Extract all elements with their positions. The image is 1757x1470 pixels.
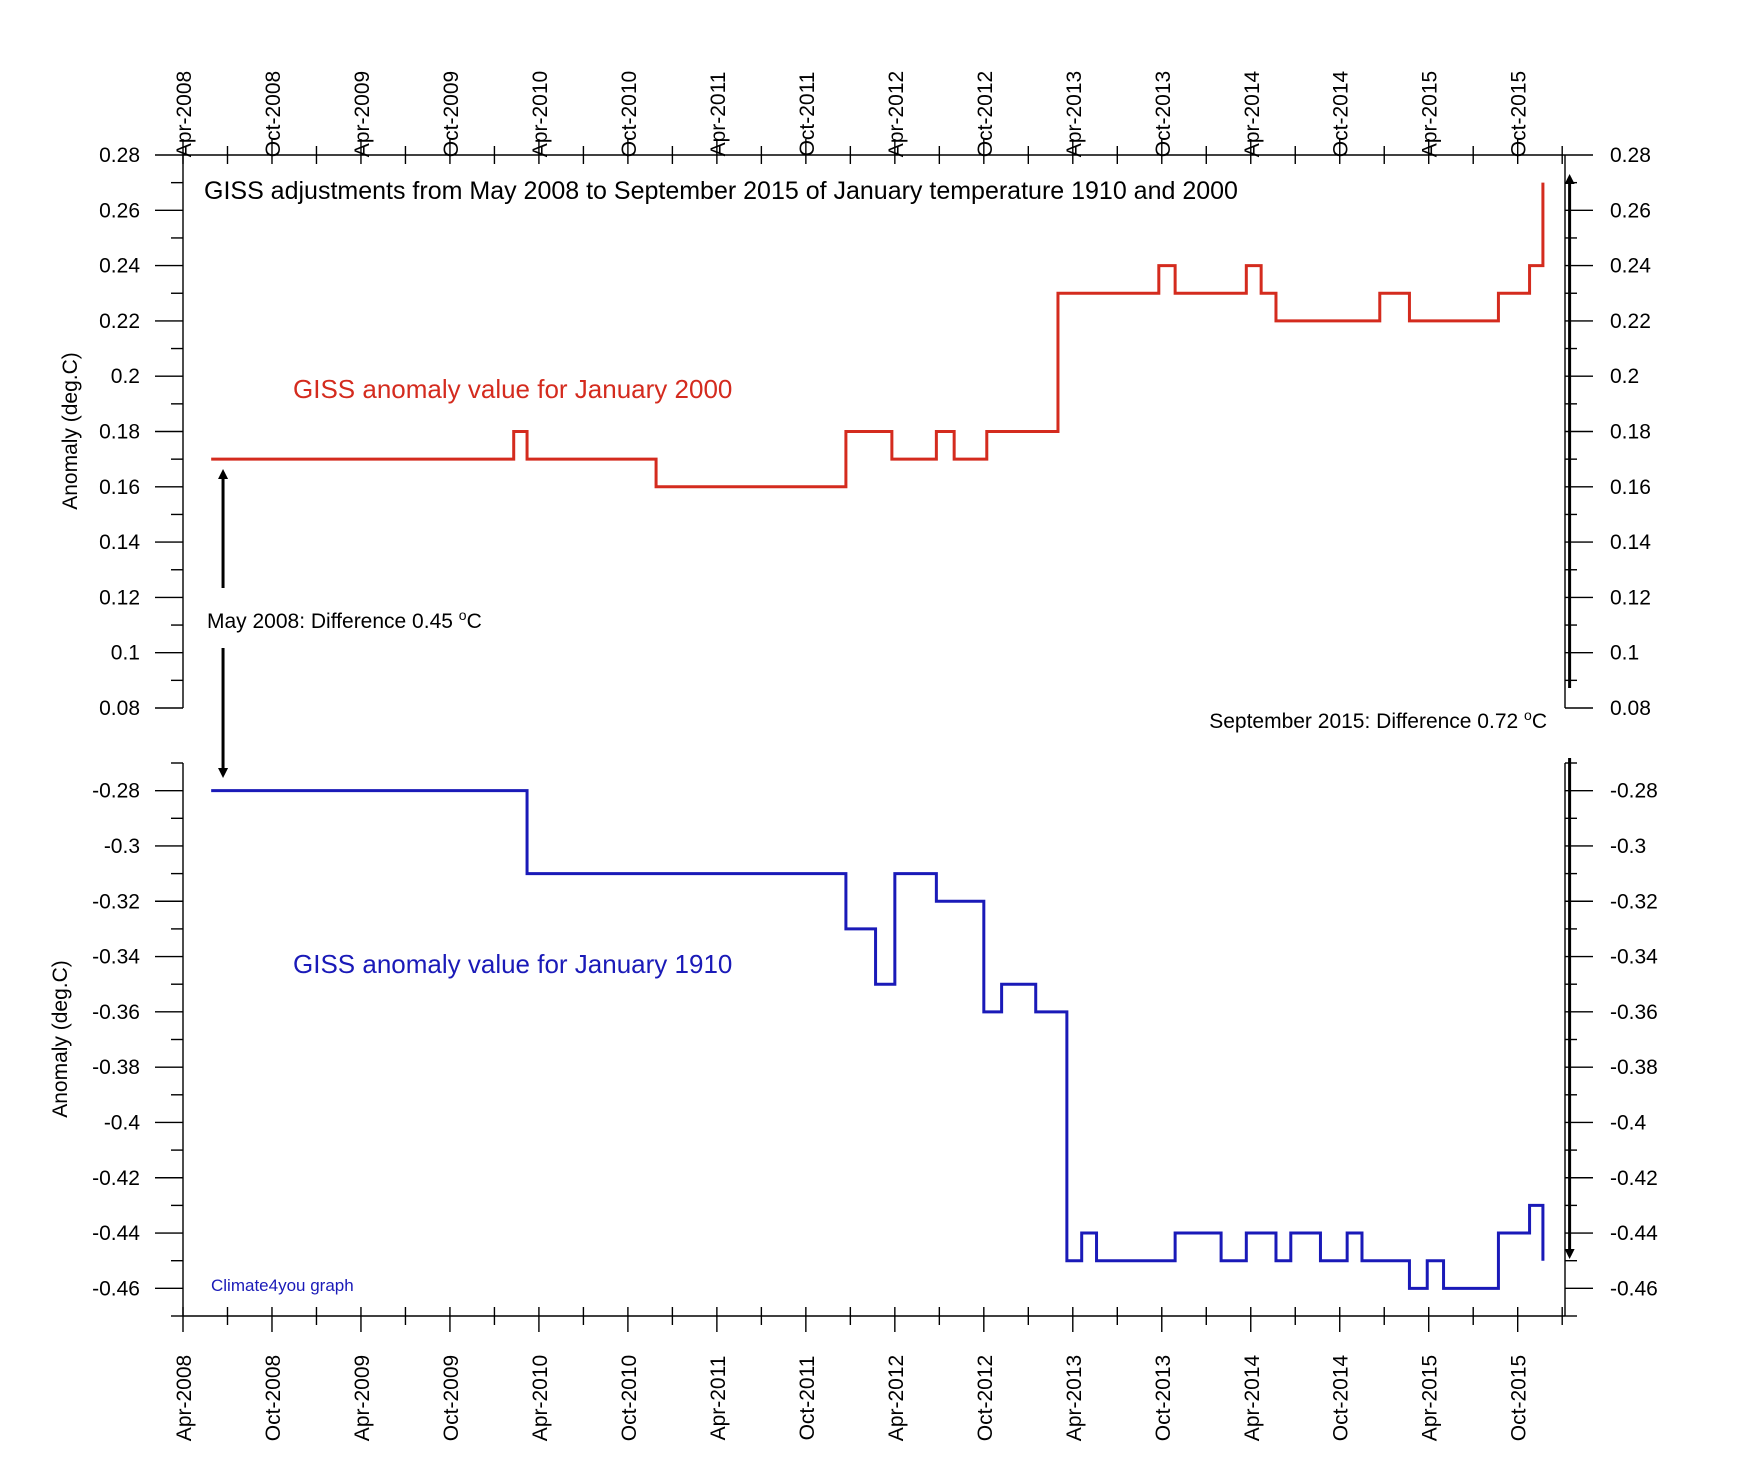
- y-tick-label-right: 0.2: [1610, 365, 1639, 388]
- x-tick-label-bottom: Apr-2013: [1063, 1355, 1086, 1441]
- x-tick-label-bottom: Oct-2015: [1508, 1355, 1531, 1441]
- x-tick-label-top: Oct-2013: [1152, 71, 1175, 157]
- y-tick-label-left: -0.4: [104, 1111, 141, 1134]
- x-tick-label-bottom: Apr-2010: [529, 1355, 552, 1441]
- x-tick-label-top: Oct-2009: [440, 71, 463, 157]
- y-tick-label-right: 0.26: [1610, 199, 1651, 222]
- series-line-january-2000: [211, 182, 1545, 489]
- y-tick-label-left: 0.28: [99, 144, 140, 167]
- series-label-january-2000: GISS anomaly value for January 2000: [293, 374, 732, 404]
- y-tick-label-right: -0.32: [1610, 890, 1658, 913]
- y-tick-label-right: -0.4: [1610, 1111, 1647, 1134]
- y-tick-label-left: -0.32: [92, 890, 140, 913]
- top-y-axis: 0.08 0.08 0.1 0.1 0.12 0.12 0.14 0.14 0.16 0.16 0.…: [99, 144, 1651, 720]
- y-tick-label-right: -0.46: [1610, 1277, 1658, 1300]
- y-tick-label-right: -0.38: [1610, 1056, 1658, 1079]
- x-tick-label-bottom: Oct-2011: [796, 1356, 819, 1441]
- x-tick-label-bottom: Apr-2008: [173, 1355, 196, 1441]
- y-tick-label-left: -0.28: [92, 780, 140, 803]
- y-tick-label-left: 0.2: [111, 365, 140, 388]
- top-x-axis-ticks: [182, 139, 1563, 164]
- bottom-y-axis-label: Anomaly (deg.C): [49, 960, 72, 1118]
- y-tick-label-right: -0.34: [1610, 946, 1658, 969]
- end-difference-annotation: September 2015: Difference 0.72 oC: [1209, 707, 1547, 733]
- y-tick-label-right: 0.16: [1610, 476, 1651, 499]
- x-tick-label-bottom: Oct-2008: [262, 1355, 285, 1441]
- y-tick-label-left: 0.12: [99, 586, 140, 609]
- bottom-y-axis: -0.46 -0.46 -0.44 -0.44 -0.42 -0.42 -0.4 -0.4 -0…: [92, 762, 1658, 1317]
- x-tick-label-bottom: Apr-2009: [351, 1355, 374, 1441]
- y-tick-label-left: 0.08: [99, 697, 140, 720]
- y-tick-label-left: 0.18: [99, 421, 140, 444]
- y-tick-label-right: -0.36: [1610, 1001, 1658, 1024]
- x-tick-label-top: Apr-2010: [529, 71, 552, 157]
- x-tick-label-bottom: Apr-2015: [1419, 1355, 1442, 1441]
- chart-title: GISS adjustments from May 2008 to Septem…: [204, 177, 1238, 205]
- x-tick-label-top: Apr-2008: [173, 71, 196, 157]
- y-tick-label-right: -0.28: [1610, 780, 1658, 803]
- y-tick-label-left: 0.16: [99, 476, 140, 499]
- y-tick-label-right: 0.08: [1610, 697, 1651, 720]
- bottom-x-axis-ticks: [182, 1307, 1563, 1332]
- x-tick-label-top: Oct-2010: [618, 71, 641, 157]
- x-tick-label-top: Apr-2011: [707, 72, 730, 157]
- y-tick-label-right: 0.28: [1610, 144, 1651, 167]
- y-tick-label-left: -0.44: [92, 1222, 140, 1245]
- y-tick-label-left: 0.14: [99, 531, 140, 554]
- y-tick-label-left: 0.1: [111, 642, 140, 665]
- top-y-axis-label: Anomaly (deg.C): [59, 352, 82, 510]
- y-tick-label-right: 0.24: [1610, 255, 1651, 278]
- y-tick-label-right: -0.42: [1610, 1167, 1658, 1190]
- series-label-january-1910: GISS anomaly value for January 1910: [293, 949, 732, 979]
- x-tick-label-bottom: Apr-2011: [707, 1356, 730, 1441]
- x-tick-label-bottom: Oct-2009: [440, 1355, 463, 1441]
- y-tick-label-left: 0.26: [99, 199, 140, 222]
- x-tick-label-top: Oct-2012: [974, 71, 997, 157]
- y-tick-label-right: 0.1: [1610, 642, 1639, 665]
- y-tick-label-left: 0.22: [99, 310, 140, 333]
- x-tick-label-top: Apr-2012: [885, 71, 908, 157]
- x-tick-label-bottom: Apr-2012: [885, 1355, 908, 1441]
- x-tick-label-bottom: Oct-2010: [618, 1355, 641, 1441]
- x-tick-label-top: Oct-2008: [262, 71, 285, 157]
- x-tick-label-bottom: Oct-2013: [1152, 1355, 1175, 1441]
- credit-text: Climate4you graph: [211, 1276, 354, 1295]
- y-tick-label-left: -0.42: [92, 1167, 140, 1190]
- y-tick-label-right: 0.18: [1610, 421, 1651, 444]
- top-x-axis-labels: Apr-2008 Oct-2008 Apr-2009 Oct-2009 Apr-2010…: [173, 70, 1531, 157]
- y-tick-label-left: -0.36: [92, 1001, 140, 1024]
- y-tick-label-left: -0.3: [104, 835, 140, 858]
- y-tick-label-right: 0.22: [1610, 310, 1651, 333]
- y-tick-label-right: -0.3: [1610, 835, 1646, 858]
- x-tick-label-top: Apr-2014: [1241, 70, 1264, 157]
- y-tick-label-left: -0.46: [92, 1277, 140, 1300]
- x-tick-label-top: Apr-2013: [1063, 71, 1086, 157]
- x-tick-label-bottom: Apr-2014: [1241, 1354, 1264, 1441]
- x-tick-label-top: Oct-2011: [796, 72, 819, 157]
- x-tick-label-top: Oct-2015: [1508, 71, 1531, 157]
- bottom-x-axis-labels: Apr-2008 Oct-2008 Apr-2009 Oct-2009 Apr-2010…: [173, 1354, 1531, 1441]
- x-tick-label-top: Apr-2015: [1419, 71, 1442, 157]
- x-tick-label-top: Oct-2014: [1330, 70, 1353, 157]
- x-tick-label-top: Apr-2009: [351, 71, 374, 157]
- y-tick-label-left: 0.24: [99, 255, 140, 278]
- y-tick-label-left: -0.38: [92, 1056, 140, 1079]
- y-tick-label-right: 0.14: [1610, 531, 1651, 554]
- x-tick-label-bottom: Oct-2012: [974, 1355, 997, 1441]
- series-layer: [211, 182, 1545, 1290]
- series-line-january-1910: [211, 789, 1545, 1290]
- start-difference-annotation: May 2008: Difference 0.45 oC: [207, 607, 482, 633]
- x-tick-label-bottom: Oct-2014: [1330, 1354, 1353, 1441]
- y-tick-label-right: -0.44: [1610, 1222, 1658, 1245]
- y-tick-label-left: -0.34: [92, 946, 140, 969]
- y-tick-label-right: 0.12: [1610, 586, 1651, 609]
